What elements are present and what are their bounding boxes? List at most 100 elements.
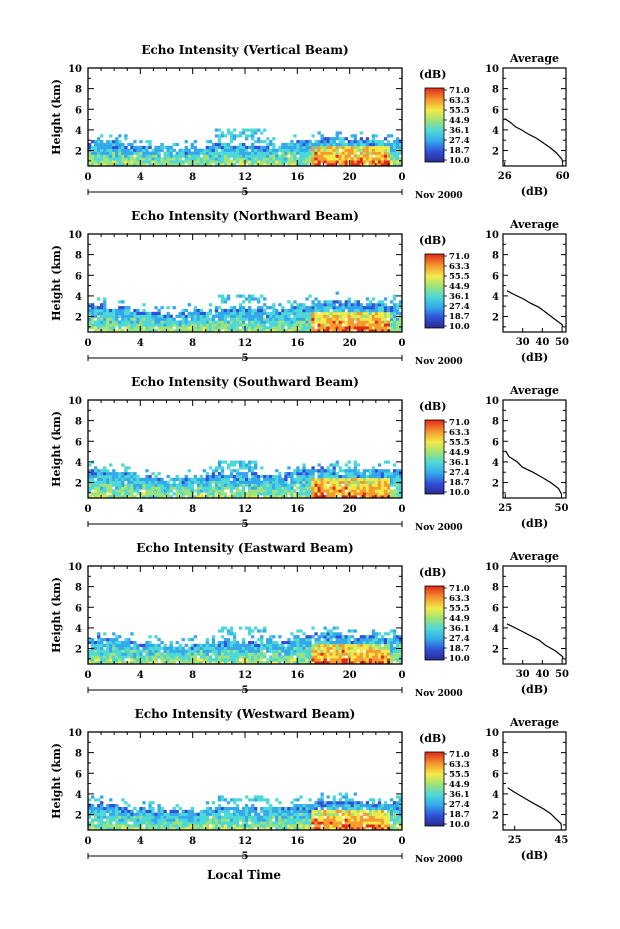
echo-cell	[374, 477, 379, 481]
echo-cell	[97, 474, 101, 479]
echo-cell	[241, 323, 246, 327]
echo-cell	[341, 635, 345, 639]
echo-cell	[205, 818, 210, 822]
echo-cell	[166, 486, 170, 490]
echo-cell	[299, 160, 303, 164]
echo-cell	[344, 635, 348, 639]
echo-cell	[193, 148, 197, 152]
echo-cell	[145, 317, 149, 321]
echo-cell	[335, 323, 339, 327]
echo-cell	[223, 658, 228, 662]
echo-cell	[163, 317, 167, 321]
echo-cell	[278, 801, 282, 805]
echo-cell	[290, 492, 294, 496]
echo-cell	[320, 469, 324, 473]
echo-cell	[293, 148, 297, 152]
echo-cell	[383, 157, 388, 161]
echo-cell	[127, 311, 131, 315]
echo-cell	[241, 314, 246, 318]
echo-cell	[368, 151, 373, 155]
echo-cell	[235, 489, 240, 493]
echo-cell	[386, 306, 391, 310]
echo-cell	[169, 640, 173, 645]
echo-cell	[359, 329, 364, 333]
echo-cell	[248, 486, 252, 490]
echo-cell	[91, 477, 95, 481]
echo-cell	[281, 489, 285, 493]
echo-cell	[229, 486, 234, 490]
echo-cell	[175, 314, 179, 318]
echo-cell	[386, 652, 391, 656]
echo-cell	[338, 652, 342, 656]
echo-cell	[371, 323, 376, 327]
echo-cell	[269, 658, 273, 662]
echo-cell	[172, 652, 176, 656]
echo-cell	[106, 495, 110, 499]
echo-cell	[260, 815, 264, 819]
echo-cell	[284, 649, 288, 653]
echo-cell	[377, 489, 382, 493]
echo-cell	[335, 649, 339, 653]
echo-cell	[353, 317, 358, 321]
echo-cell	[314, 812, 318, 816]
echo-cell	[371, 495, 376, 499]
echo-cell	[284, 821, 288, 825]
echo-cell	[293, 300, 297, 304]
echo-cell	[193, 489, 197, 493]
echo-cell	[305, 317, 309, 321]
echo-cell	[109, 643, 113, 647]
echo-cell	[220, 320, 225, 324]
echo-cell	[241, 329, 246, 333]
echo-cell	[263, 495, 267, 499]
echo-cell	[235, 798, 240, 802]
echo-cell	[272, 320, 276, 324]
echo-cell	[317, 474, 321, 479]
echo-cell	[326, 801, 330, 805]
echo-cell	[196, 658, 201, 662]
echo-cell	[311, 489, 315, 493]
echo-cell	[151, 801, 155, 805]
echo-cell	[208, 812, 213, 816]
echo-cell	[103, 652, 107, 656]
echo-cell	[392, 492, 397, 496]
echo-cell	[109, 646, 113, 650]
echo-cell	[199, 809, 204, 813]
echo-cell	[278, 818, 282, 822]
echo-cell	[184, 486, 188, 490]
echo-cell	[257, 492, 261, 496]
echo-cell	[332, 157, 336, 161]
echo-cell	[251, 142, 255, 147]
echo-cell	[235, 311, 240, 315]
echo-cell	[160, 655, 164, 659]
panel-2: Echo Intensity (Northward Beam)108642Hei…	[50, 209, 569, 367]
echo-cell	[130, 311, 134, 315]
echo-cell	[205, 806, 210, 811]
echo-cell	[124, 163, 128, 167]
echo-cell	[317, 801, 321, 805]
echo-cell	[232, 128, 237, 132]
echo-cell	[248, 818, 252, 822]
echo-cell	[106, 160, 110, 164]
echo-cell	[238, 655, 243, 659]
echo-cell	[139, 809, 143, 813]
echo-cell	[196, 483, 201, 487]
echo-cell	[395, 640, 400, 645]
echo-cell	[350, 658, 354, 662]
echo-cell	[371, 320, 376, 324]
echo-cell	[290, 160, 294, 164]
echo-cell	[214, 824, 219, 828]
echo-cell	[389, 643, 394, 647]
echo-cell	[389, 160, 394, 164]
echo-cell	[284, 142, 288, 147]
echo-cell	[371, 652, 376, 656]
echo-cell	[91, 640, 95, 645]
echo-cell	[169, 824, 173, 828]
echo-cell	[166, 815, 170, 819]
echo-cell	[398, 661, 403, 665]
echo-cell	[220, 160, 225, 164]
echo-cell	[115, 151, 119, 155]
echo-cell	[326, 827, 330, 831]
echo-cell	[326, 809, 330, 813]
echo-cell	[223, 326, 228, 330]
